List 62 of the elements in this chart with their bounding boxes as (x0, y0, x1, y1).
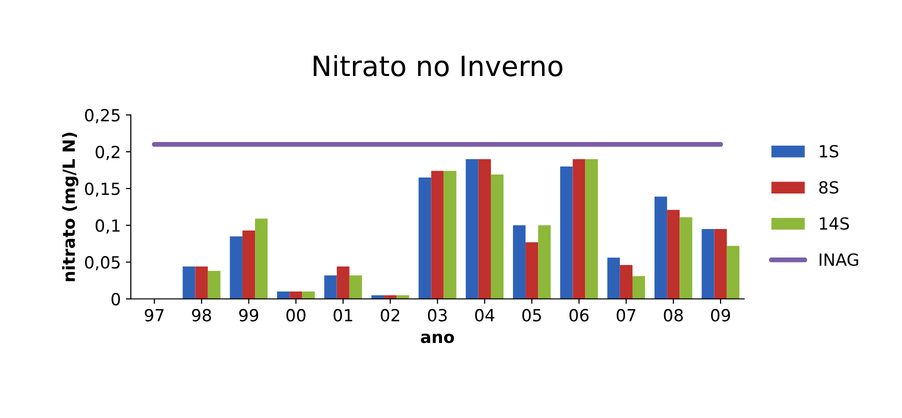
x-tick-label: 02 (380, 308, 400, 322)
bar (607, 258, 620, 299)
bar (512, 225, 526, 299)
bar (336, 266, 350, 299)
legend-label: 14S (820, 217, 849, 230)
bar (302, 292, 315, 299)
y-tick-label: 0,25 (85, 108, 120, 124)
bar (702, 228, 714, 299)
x-axis-title: ano (420, 334, 454, 344)
bar (585, 159, 598, 299)
bar (560, 166, 573, 299)
bar (632, 276, 646, 299)
y-tick-label: 0,2 (96, 146, 120, 160)
bar (290, 292, 302, 299)
bar (444, 170, 456, 299)
x-tick-label: 01 (334, 308, 352, 322)
bar (431, 170, 444, 299)
bar (208, 270, 220, 299)
bar (680, 217, 692, 299)
bar (182, 266, 196, 299)
bar (478, 159, 491, 299)
y-tick-label: 0 (112, 292, 120, 306)
bar (371, 295, 384, 299)
x-tick-label: 09 (711, 308, 730, 322)
bar (526, 242, 538, 299)
bar (255, 218, 268, 299)
x-tick-label: 04 (475, 308, 494, 322)
bar (195, 266, 208, 299)
legend-label: 8S (819, 181, 838, 194)
y-tick-label: 0,15 (85, 182, 120, 197)
legend-label: 1S (820, 144, 838, 158)
x-tick-label: 99 (239, 308, 258, 322)
bar (726, 246, 740, 299)
bar (538, 225, 551, 299)
x-tick-label: 06 (570, 308, 589, 322)
x-tick-label: 00 (286, 308, 306, 322)
bar (396, 295, 410, 299)
x-tick-label: 07 (616, 308, 636, 322)
bar (230, 236, 242, 299)
bar (277, 292, 290, 299)
y-tick-label: 0,1 (96, 219, 120, 234)
bar (349, 275, 362, 299)
bar (418, 177, 432, 299)
bar (466, 159, 478, 299)
bar (324, 275, 337, 299)
bar (490, 174, 504, 299)
bar (654, 196, 668, 299)
bar (714, 228, 727, 299)
x-tick-label: 03 (428, 308, 447, 322)
bar (572, 159, 586, 299)
legend-label: INAG (820, 253, 858, 266)
y-axis-title: nitrato (mg/L N) (62, 132, 78, 282)
y-tick-label: 0,05 (85, 256, 120, 270)
x-tick-label: 97 (144, 308, 164, 322)
x-tick-label: 05 (522, 308, 541, 322)
x-tick-label: 98 (192, 308, 212, 322)
bar (384, 295, 397, 299)
bar (242, 230, 256, 299)
x-tick-label: 08 (664, 308, 683, 322)
bar (620, 265, 632, 299)
chart-title: Nitrato no Inverno (314, 54, 562, 76)
bar (667, 210, 680, 299)
